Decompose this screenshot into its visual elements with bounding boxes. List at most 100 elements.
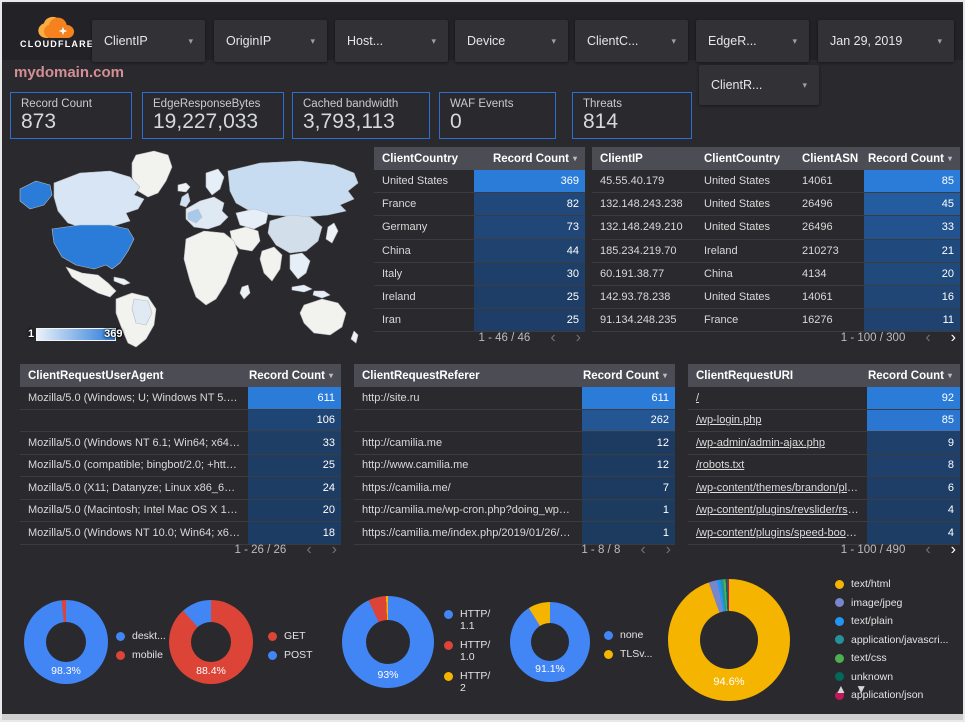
chevron-down-icon: ▾ <box>937 35 942 46</box>
legend-dot-icon <box>604 649 613 659</box>
tls-version-legend: none TLSv... <box>604 629 682 660</box>
legend-label: text/css <box>851 652 887 664</box>
bottom-scrollbar-track[interactable] <box>2 714 963 720</box>
heat-cell: 106 <box>248 409 341 431</box>
prev-page-icon[interactable]: ‹ <box>306 541 312 558</box>
table-cell: 132.148.243.238 <box>600 198 683 211</box>
tls-version-donut[interactable]: 91.1% <box>510 602 590 682</box>
heat-cell: 12 <box>582 454 675 476</box>
scorecard: Record Count 873 <box>10 92 132 139</box>
table-row: China 44 <box>374 239 585 263</box>
column-header[interactable]: ClientCountry <box>374 153 474 165</box>
column-header[interactable]: ClientRequestReferer <box>354 370 582 382</box>
table-row: /wp-login.php 85 <box>688 409 960 432</box>
sort-desc-icon[interactable]: ▾ <box>947 371 952 380</box>
column-header[interactable]: Record Count ▾ <box>867 370 960 382</box>
table-link[interactable]: /wp-content/themes/brandon/plu... <box>696 481 863 494</box>
table-link[interactable]: /robots.txt <box>696 459 745 472</box>
http-version-donut[interactable]: 93% <box>342 596 434 688</box>
filter-clientrequest[interactable]: ClientR... ▾ <box>699 65 819 105</box>
filter-originip[interactable]: OriginIP ▾ <box>214 20 327 62</box>
table-row: 132.148.243.238 United States 26496 45 <box>592 193 960 217</box>
pagination-label: 1 - 46 / 46 <box>478 332 531 344</box>
http-method-donut[interactable]: 88.4% <box>169 600 253 684</box>
legend-item: text/plain <box>835 615 953 627</box>
column-header[interactable]: ClientRequestURI <box>688 370 867 382</box>
next-page-icon[interactable]: › <box>575 329 581 346</box>
next-page-icon[interactable]: › <box>665 541 671 558</box>
date-range-filter[interactable]: Jan 29, 2019 ▾ <box>818 20 954 62</box>
donut-percent-label: 93% <box>377 669 399 681</box>
legend-label: deskt... <box>132 630 166 642</box>
table-link[interactable]: /wp-admin/admin-ajax.php <box>696 436 826 449</box>
table-cell: Ireland <box>382 291 416 304</box>
column-header[interactable]: Record Count ▾ <box>864 153 960 165</box>
legend-dot-icon <box>116 631 125 641</box>
column-label: ClientRequestUserAgent <box>28 369 164 382</box>
world-map <box>19 150 359 348</box>
table-row: 185.234.219.70 Ireland 210273 21 <box>592 239 960 263</box>
column-header[interactable]: ClientIP <box>592 153 696 165</box>
filter-clientip[interactable]: ClientIP ▾ <box>92 20 205 62</box>
table-link[interactable]: / <box>696 391 700 404</box>
table-row: 262 <box>354 409 675 432</box>
pagination-label: 1 - 100 / 300 <box>840 332 906 344</box>
next-page-icon[interactable]: › <box>950 541 956 558</box>
column-header[interactable]: Record Count ▾ <box>582 370 675 382</box>
heat-cell: 30 <box>474 262 585 285</box>
table-header-row: ClientIP ClientCountry ClientASN Record Cou… <box>592 147 960 170</box>
scorecard-value: 873 <box>21 110 57 133</box>
column-header[interactable]: ClientCountry <box>696 153 794 165</box>
filter-device[interactable]: Device ▾ <box>455 20 568 62</box>
sort-desc-icon[interactable]: ▾ <box>662 371 667 380</box>
table-row: Mozilla/5.0 (Macintosh; Intel Mac OS X 1… <box>20 499 341 522</box>
legend-dot-icon <box>116 650 125 660</box>
table-row: France 82 <box>374 193 585 217</box>
pagination: 1 - 8 / 8 ‹ › <box>581 538 671 562</box>
heat-cell: 85 <box>864 170 960 193</box>
table-cell: /wp-login.php <box>688 414 867 426</box>
prev-page-icon[interactable]: ‹ <box>640 541 646 558</box>
sort-desc-icon[interactable]: ▾ <box>947 154 952 163</box>
legend-item: GET <box>268 630 313 642</box>
content-type-donut[interactable]: 94.6% <box>668 579 790 701</box>
column-label: Record Count <box>867 152 944 165</box>
filter-host[interactable]: Host... ▾ <box>335 20 448 62</box>
heat-cell: 262 <box>582 409 675 431</box>
heat-cell: 18 <box>248 522 341 544</box>
world-map-chart[interactable]: 1 369 <box>10 147 372 350</box>
prev-page-icon[interactable]: ‹ <box>925 541 931 558</box>
pagination: 1 - 100 / 300 ‹ › <box>841 326 956 350</box>
filter-edger[interactable]: EdgeR... ▾ <box>696 20 809 62</box>
legend-gradient-bar <box>37 328 116 340</box>
pagination-label: 1 - 8 / 8 <box>581 544 621 556</box>
table-cell: Mozilla/5.0 (Macintosh; Intel Mac OS X 1… <box>28 504 248 517</box>
referer-table: ClientRequestReferer Record Count ▾ http://… <box>354 364 675 562</box>
table-cell: 142.93.78.238 <box>600 291 671 304</box>
legend-label: HTTP/2 <box>460 670 491 694</box>
legend-label: text/plain <box>851 615 894 627</box>
device-type-donut[interactable]: 98.3% <box>24 600 108 684</box>
table-header-row: ClientRequestReferer Record Count ▾ <box>354 364 675 387</box>
next-page-icon[interactable]: › <box>950 329 956 346</box>
legend-max-value: 369 <box>104 328 123 340</box>
table-link[interactable]: /wp-content/plugins/speed-booste... <box>696 526 867 539</box>
prev-page-icon[interactable]: ‹ <box>550 329 556 346</box>
filter-clientc[interactable]: ClientC... ▾ <box>575 20 688 62</box>
legend-scroll-up-icon[interactable]: ▲ <box>835 682 847 696</box>
table-link[interactable]: /wp-login.php <box>696 414 762 427</box>
sort-desc-icon[interactable]: ▾ <box>572 154 577 163</box>
table-link[interactable]: /wp-content/plugins/revslider/rs-p... <box>696 504 867 517</box>
legend-item: application/javascri... <box>835 634 953 646</box>
sort-desc-icon[interactable]: ▾ <box>328 371 333 380</box>
table-row: Iran 25 <box>374 309 585 333</box>
column-header[interactable]: Record Count ▾ <box>474 153 585 165</box>
column-header[interactable]: ClientRequestUserAgent <box>20 370 248 382</box>
column-header[interactable]: ClientASN <box>794 153 864 165</box>
prev-page-icon[interactable]: ‹ <box>925 329 931 346</box>
http-method-legend: GET POST <box>268 630 313 661</box>
column-header[interactable]: Record Count ▾ <box>248 370 341 382</box>
legend-scroll-down-icon[interactable]: ▼ <box>855 682 868 696</box>
next-page-icon[interactable]: › <box>331 541 337 558</box>
cloudflare-logo: CLOUDFLARE <box>14 16 100 56</box>
